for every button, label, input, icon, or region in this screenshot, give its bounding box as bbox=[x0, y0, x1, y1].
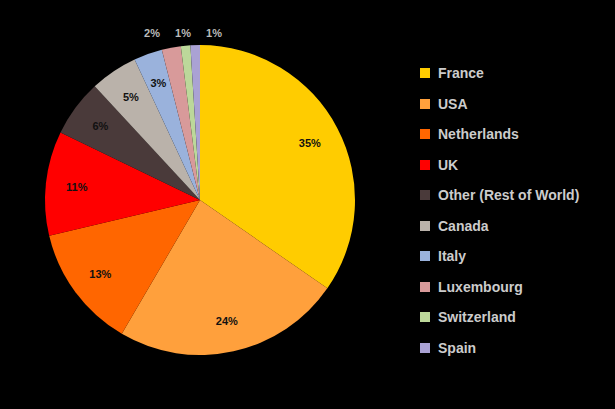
svg-text:24%: 24% bbox=[216, 315, 238, 327]
svg-text:1%: 1% bbox=[206, 27, 222, 39]
svg-text:35%: 35% bbox=[299, 137, 321, 149]
html-text:Italy: Italy bbox=[438, 248, 466, 265]
html-text:Spain: Spain bbox=[438, 339, 477, 356]
svg-text:5%: 5% bbox=[123, 91, 139, 103]
svg-text:2%: 2% bbox=[144, 27, 160, 39]
svg-text:1%: 1% bbox=[175, 27, 191, 39]
html-text:France: France bbox=[438, 65, 484, 82]
svg-text:3%: 3% bbox=[150, 77, 166, 89]
html-text:Other (Rest of World): Other (Rest of World) bbox=[438, 187, 580, 204]
html-text:Canada: Canada bbox=[438, 217, 489, 234]
html-text:Switzerland: Switzerland bbox=[438, 309, 516, 326]
html-text:Netherlands: Netherlands bbox=[438, 126, 519, 143]
svg-text:11%: 11% bbox=[66, 181, 88, 193]
html-text:Luxembourg: Luxembourg bbox=[438, 278, 523, 295]
svg-text:13%: 13% bbox=[89, 268, 111, 280]
html-text:USA: USA bbox=[438, 95, 468, 112]
svg-text:6%: 6% bbox=[92, 120, 108, 132]
html-text:UK: UK bbox=[438, 156, 459, 173]
